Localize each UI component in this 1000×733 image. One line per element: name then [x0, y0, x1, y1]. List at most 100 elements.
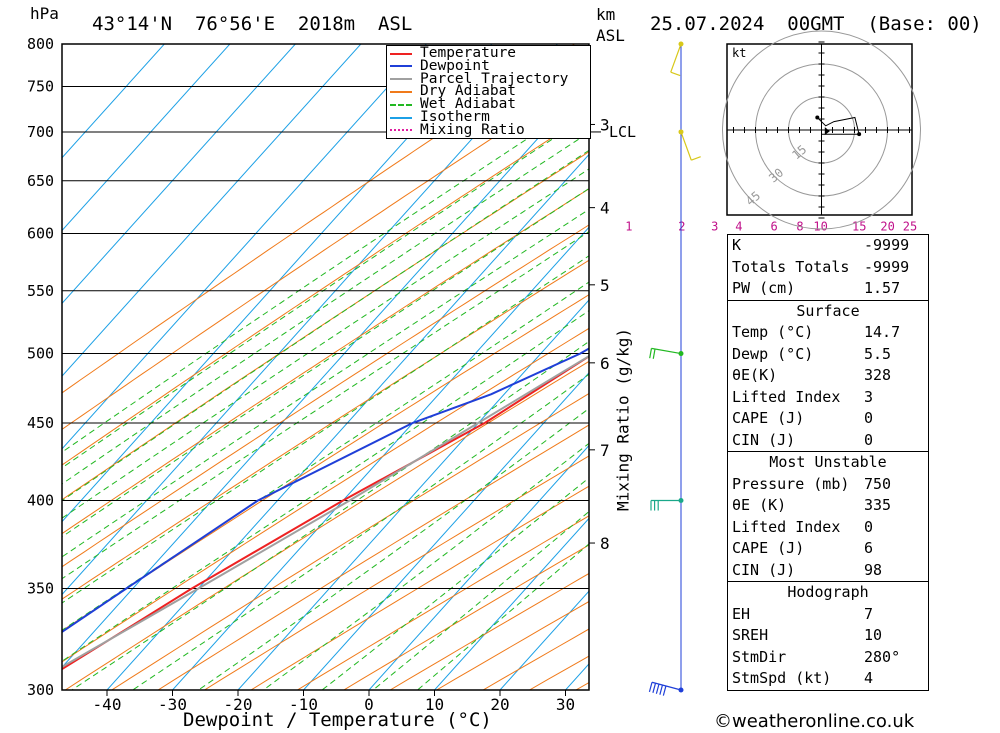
index-value: 14.7 — [864, 323, 901, 341]
dry-adiabat-line — [296, 515, 589, 690]
wet-adiabat-line — [62, 208, 589, 558]
legend-swatch — [390, 129, 412, 132]
km-tick-label: 3 — [600, 115, 610, 134]
index-label: θE(K) — [732, 366, 778, 384]
pressure-tick-label: 300 — [27, 681, 54, 699]
isotherm-line — [106, 153, 589, 690]
plot-border — [61, 43, 590, 691]
wind-barb-shaft — [651, 347, 682, 355]
dry-adiabat-line — [62, 327, 589, 663]
wind-barb-flag — [659, 684, 664, 695]
legend-label: Wet Adiabat — [420, 96, 517, 113]
index-value: 0 — [864, 409, 874, 427]
index-value: 4 — [864, 669, 874, 687]
index-value: 5.5 — [864, 344, 892, 363]
legend-label: Isotherm — [420, 109, 490, 126]
pressure-tick-label: 650 — [27, 172, 54, 190]
index-row: CAPE (J) 6 — [728, 538, 928, 560]
index-value: 750 — [864, 474, 892, 493]
wind-barb-flag — [691, 156, 701, 161]
index-row: EH 7 — [728, 604, 928, 626]
isotherm-line — [62, 44, 559, 596]
index-row: Pressure (mb) 750 — [728, 474, 928, 496]
dry-adiabat-line — [64, 360, 589, 690]
storm-motion-marker — [824, 127, 830, 136]
index-value: 6 — [864, 539, 874, 557]
index-value: 335 — [864, 496, 892, 514]
index-label: CAPE (J) — [732, 539, 805, 557]
index-label: StmSpd (kt) — [732, 669, 832, 687]
wet-adiabat-line — [62, 310, 589, 662]
index-value: 280° — [864, 647, 901, 666]
km-tick-label: 7 — [600, 441, 610, 460]
hodograph-point — [815, 115, 820, 120]
isotherm-line — [433, 517, 589, 690]
legend-swatch — [390, 52, 412, 55]
index-label: Lifted Index — [732, 387, 841, 406]
dry-adiabat-line — [250, 485, 589, 690]
temperature-tick-label: -40 — [93, 695, 122, 714]
index-value: 328 — [864, 366, 892, 384]
index-row: StmDir 280° — [728, 647, 928, 669]
dry-adiabat-line — [157, 424, 589, 690]
most-unstable-title: Most Unstable — [769, 453, 887, 471]
index-row: Temp (°C) 14.7 — [728, 322, 928, 344]
mixing-ratio-line — [910, 36, 1000, 234]
wet-adiabat-line — [372, 510, 589, 690]
wind-barb-shaft — [670, 43, 682, 73]
parcel-trajectory-profile — [62, 354, 589, 669]
isotherm-line — [499, 590, 589, 690]
legend-item: Dewpoint — [390, 59, 490, 73]
index-label: StmDir — [732, 647, 787, 666]
wind-barb-flag — [649, 348, 653, 359]
credit-text: ©weatheronline.co.uk — [714, 711, 915, 732]
wet-adiabat-line — [62, 231, 589, 580]
index-row: Totals Totals -9999 — [728, 257, 928, 279]
wet-adiabat-line — [62, 187, 589, 538]
index-value: 3 — [864, 387, 874, 406]
index-label: K — [732, 236, 742, 254]
index-label: CAPE (J) — [732, 409, 805, 427]
mixing-ratio-label: 6 — [770, 219, 777, 233]
legend-swatch — [390, 90, 412, 93]
legend-swatch — [390, 78, 412, 81]
legend-item: Temperature — [390, 45, 517, 62]
index-label: EH — [732, 604, 751, 623]
index-value: 10 — [864, 626, 883, 644]
temperature-tick-label: -30 — [158, 695, 187, 714]
hodograph-unit: kt — [732, 46, 746, 60]
temperature-tick-label: 30 — [556, 695, 575, 714]
temperature-profile — [62, 355, 589, 671]
mixing-ratio-label: 2 — [678, 219, 685, 233]
wet-adiabat-line — [62, 168, 589, 519]
index-value: -9999 — [864, 236, 910, 254]
temperature-tick-label: -10 — [289, 695, 318, 714]
wet-adiabat-line — [62, 131, 589, 485]
index-label: SREH — [732, 626, 769, 644]
units-hpa: hPa — [30, 4, 59, 23]
index-value: 1.57 — [864, 279, 901, 297]
pressure-tick-label: 500 — [27, 345, 54, 363]
dry-adiabat-line — [110, 392, 589, 690]
km-tick-label: 8 — [600, 534, 610, 553]
pressure-tick-label: 550 — [27, 282, 54, 300]
isotherm-line — [237, 299, 589, 690]
surface-title: Surface — [796, 301, 860, 320]
temperature-tick-label: 0 — [364, 695, 374, 714]
wet-adiabat-line — [197, 407, 589, 690]
index-row: CIN (J) 0 — [728, 430, 928, 452]
legend-label: Temperature — [420, 45, 517, 62]
surface-section: Surface Temp (°C) 14.7 Dewp (°C) 5.5 θE(K) 32… — [728, 299, 928, 452]
index-row: K -9999 — [728, 235, 928, 257]
isotherm-line — [62, 44, 297, 305]
pressure-tick-label: 750 — [27, 78, 54, 96]
index-label: CIN (J) — [732, 430, 796, 449]
wind-barb-flag — [652, 683, 657, 693]
legend-item: Isotherm — [390, 109, 490, 126]
index-row: StmSpd (kt) 4 — [728, 668, 928, 690]
hodograph-ring — [722, 30, 921, 230]
index-row: Dewp (°C) 5.5 — [728, 344, 928, 366]
isotherm-line — [62, 44, 428, 450]
index-label: θE (K) — [732, 496, 787, 514]
